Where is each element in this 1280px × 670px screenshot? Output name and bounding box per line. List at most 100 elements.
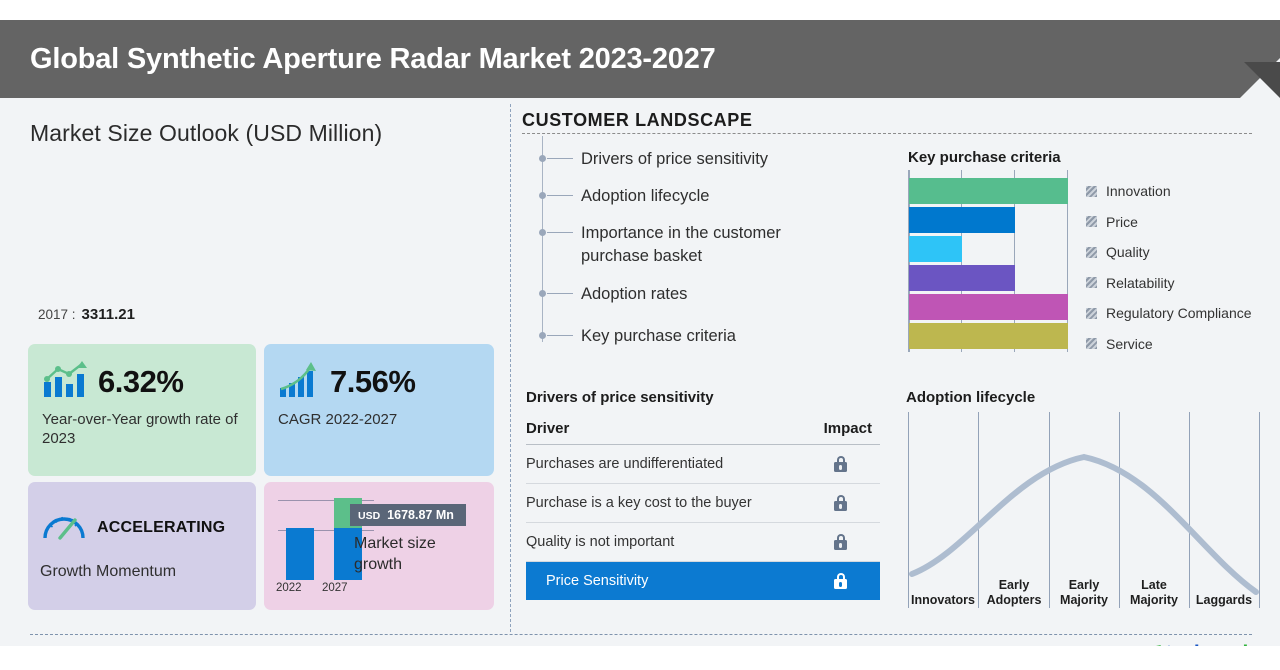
al-label-early-adopters: Early Adopters xyxy=(986,578,1042,607)
kpi-card-market-size-growth: 2022 2027 USD 1678.87 Mn Market size gro… xyxy=(264,482,494,610)
kpc-bar-innovation xyxy=(909,178,1068,204)
drivers-table: Driver Impact Purchases are undifferenti… xyxy=(526,420,880,600)
mini-chart-label-2027: 2027 xyxy=(322,582,348,594)
legend-label: Quality xyxy=(1106,244,1150,261)
table-row-highlighted[interactable]: Price Sensitivity xyxy=(526,562,880,600)
cl-item-adoption-rates[interactable]: Adoption rates xyxy=(539,283,688,306)
bullet-dot-icon xyxy=(539,155,546,162)
kpc-bar-quality xyxy=(909,236,962,262)
bar-chart-arrow-icon xyxy=(278,360,320,405)
legend-item-regulatory-compliance: Regulatory Compliance xyxy=(1086,298,1280,329)
table-header-row: Driver Impact xyxy=(526,420,880,445)
cl-item-key-purchase-criteria[interactable]: Key purchase criteria xyxy=(539,325,736,348)
kpi-yoy-top-row: 6.32% xyxy=(28,344,256,406)
bullet-dot-icon xyxy=(539,229,546,236)
key-purchase-criteria-title: Key purchase criteria xyxy=(908,149,1061,166)
connector-line xyxy=(547,232,573,233)
al-divider-0 xyxy=(908,412,909,608)
legend-label: Regulatory Compliance xyxy=(1106,305,1252,322)
cl-item-label: Adoption rates xyxy=(581,285,688,303)
base-year-label: 2017 : xyxy=(38,307,76,322)
customer-landscape-spine xyxy=(542,136,543,342)
driver-label: Price Sensitivity xyxy=(546,573,649,589)
column-header-impact: Impact xyxy=(823,420,872,437)
hatched-square-icon xyxy=(1086,216,1097,228)
bullet-dot-icon xyxy=(539,192,546,199)
bullet-dot-icon xyxy=(539,290,546,297)
badge-value: 1678.87 Mn xyxy=(387,508,454,522)
legend-item-price: Price xyxy=(1086,207,1280,238)
badge-currency: USD xyxy=(358,510,381,522)
kpi-cagr-top-row: 7.56% xyxy=(264,344,494,406)
connector-line xyxy=(547,335,573,336)
cl-item-drivers-of-price-sensitivity[interactable]: Drivers of price sensitivity xyxy=(539,148,769,171)
adoption-lifecycle-title: Adoption lifecycle xyxy=(906,389,1036,406)
kpi-card-cagr: 7.56% CAGR 2022-2027 xyxy=(264,344,494,476)
al-divider-3 xyxy=(1119,412,1120,608)
impact-cell[interactable] xyxy=(834,534,880,550)
legend-label: Relatability xyxy=(1106,274,1175,291)
cl-item-label: Drivers of price sensitivity xyxy=(581,150,769,168)
cl-item-label: Key purchase criteria xyxy=(581,327,736,345)
market-size-outlook-title: Market Size Outlook (USD Million) xyxy=(30,120,383,146)
market-size-badge: USD 1678.87 Mn xyxy=(350,504,466,526)
growth-momentum-caption: Growth Momentum xyxy=(40,563,177,580)
hatched-square-icon xyxy=(1086,277,1097,289)
al-divider-1 xyxy=(978,412,979,608)
kpc-bar-regulatory-compliance xyxy=(909,294,1068,320)
cl-item-label: Adoption lifecycle xyxy=(581,187,710,205)
adoption-curve-icon xyxy=(909,453,1259,595)
al-divider-2 xyxy=(1049,412,1050,608)
mini-bar-2022-base xyxy=(286,528,314,580)
legend-label: Price xyxy=(1106,213,1138,230)
legend-label: Service xyxy=(1106,335,1153,352)
connector-line xyxy=(547,195,573,196)
mini-bar-2027-base xyxy=(334,528,362,580)
header-bar xyxy=(0,20,1280,98)
driver-label: Purchase is a key cost to the buyer xyxy=(526,495,752,511)
al-label-laggards: Laggards xyxy=(1195,593,1253,607)
adoption-lifecycle-chart: Innovators Early Adopters Early Majority… xyxy=(908,412,1260,608)
market-size-growth-caption: Market size growth xyxy=(354,535,436,573)
table-row[interactable]: Purchase is a key cost to the buyer xyxy=(526,484,880,523)
key-purchase-criteria-legend: Innovation Price Quality Relatability Re… xyxy=(1086,176,1280,359)
lock-icon xyxy=(834,573,847,589)
table-row[interactable]: Quality is not important xyxy=(526,523,880,562)
table-row[interactable]: Purchases are undifferentiated xyxy=(526,445,880,484)
kpc-gridline-3 xyxy=(1067,170,1068,352)
hatched-square-icon xyxy=(1086,307,1097,319)
driver-label: Purchases are undifferentiated xyxy=(526,456,724,472)
driver-label: Quality is not important xyxy=(526,534,675,550)
legend-item-service: Service xyxy=(1086,329,1280,360)
al-label-innovators: Innovators xyxy=(911,593,975,607)
lock-icon xyxy=(834,495,847,511)
impact-cell[interactable] xyxy=(834,456,880,472)
impact-cell[interactable] xyxy=(834,573,880,589)
accel-row: ACCELERATING xyxy=(28,482,256,547)
drivers-table-title: Drivers of price sensitivity xyxy=(526,389,714,406)
hatched-square-icon xyxy=(1086,185,1097,197)
kpi-card-growth-momentum: ACCELERATING Growth Momentum xyxy=(28,482,256,610)
legend-item-quality: Quality xyxy=(1086,237,1280,268)
customer-landscape-title: CUSTOMER LANDSCAPE xyxy=(522,110,753,130)
legend-label: Innovation xyxy=(1106,183,1171,200)
mini-chart-mid-line xyxy=(278,530,374,531)
al-divider-5 xyxy=(1259,412,1260,608)
mini-chart-label-2022: 2022 xyxy=(276,582,302,594)
growth-momentum-value: ACCELERATING xyxy=(97,518,226,536)
al-label-late-majority: Late Majority xyxy=(1130,578,1178,607)
top-white-strip xyxy=(0,0,1280,20)
cl-item-adoption-lifecycle[interactable]: Adoption lifecycle xyxy=(539,185,710,208)
legend-item-relatability: Relatability xyxy=(1086,268,1280,299)
vertical-dashed-divider xyxy=(510,104,511,632)
kpc-bar-price xyxy=(909,207,1015,233)
cl-item-importance-in-customer-purchase-basket[interactable]: Importance in the customer purchase bask… xyxy=(539,222,781,269)
mini-bar-2022 xyxy=(286,528,314,580)
kpc-bar-relatability xyxy=(909,265,1015,291)
al-divider-4 xyxy=(1189,412,1190,608)
kpi-cagr-caption: CAGR 2022-2027 xyxy=(278,411,398,428)
impact-cell[interactable] xyxy=(834,495,880,511)
kpi-cagr-value: 7.56% xyxy=(330,364,416,399)
bar-chart-up-icon xyxy=(42,360,88,405)
